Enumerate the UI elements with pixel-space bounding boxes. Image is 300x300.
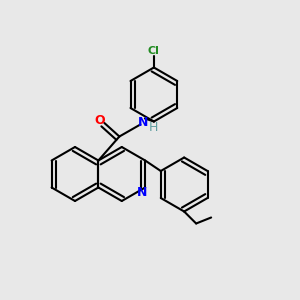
Text: H: H <box>149 121 159 134</box>
Text: Cl: Cl <box>148 46 160 56</box>
Text: N: N <box>138 116 148 130</box>
Text: O: O <box>94 113 105 127</box>
Text: N: N <box>137 185 147 199</box>
